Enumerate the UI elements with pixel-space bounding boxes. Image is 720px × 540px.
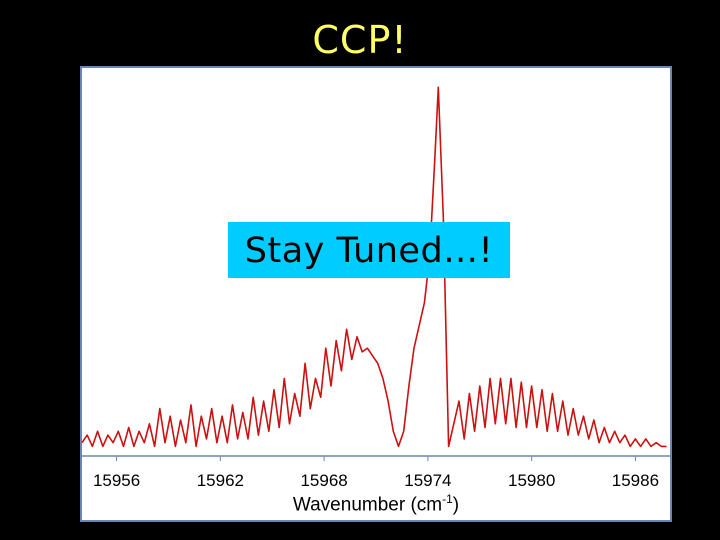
x-tick-label: 15974 — [404, 471, 451, 490]
x-tick-label: 15956 — [93, 471, 140, 490]
spectrum-figure: 15956 15962 15968 15974 15980 15986 — [80, 66, 672, 522]
tick-layer: 15956 15962 15968 15974 15980 15986 — [93, 456, 659, 490]
spectrum-series-line — [81, 86, 667, 448]
plot-frame — [80, 66, 672, 522]
x-axis-label-prefix: Wavenumber (cm — [292, 494, 443, 516]
x-axis-label: Wavenumber (cm-1) — [80, 492, 672, 516]
series-layer — [81, 86, 667, 448]
x-tick-label: 15986 — [612, 471, 659, 490]
x-axis-label-exponent: -1 — [442, 492, 453, 506]
slide-title: CCP! — [312, 18, 408, 62]
x-axis-label-suffix: ) — [452, 494, 460, 516]
x-tick-label: 15968 — [300, 471, 347, 490]
x-tick-label: 15980 — [508, 471, 555, 490]
stay-tuned-callout: Stay Tuned…! — [228, 222, 510, 278]
spectrum-chart: 15956 15962 15968 15974 15980 15986 — [80, 66, 672, 522]
x-tick-label: 15962 — [197, 471, 244, 490]
